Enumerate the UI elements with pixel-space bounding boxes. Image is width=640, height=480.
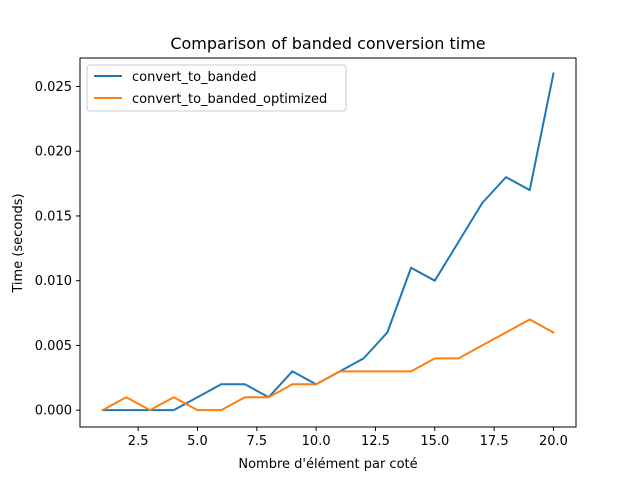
- legend-box: [86, 64, 347, 112]
- x-tick-label: 2.5: [128, 434, 149, 449]
- y-tick-label: 0.025: [35, 80, 72, 95]
- x-tick-label: 12.5: [361, 434, 390, 449]
- x-axis-ticks: 2.5 5.0 7.5 10.0 12.5 15.0 17.5 20.0: [128, 427, 568, 449]
- x-axis-label: Nombre d'élément par coté: [238, 457, 417, 472]
- series-layer: [101, 72, 555, 412]
- y-tick-label: 0.020: [35, 145, 72, 160]
- legend-label-convert-to-banded-optimized: convert_to_banded_optimized: [132, 92, 327, 107]
- legend: convert_to_banded convert_to_banded_opti…: [86, 64, 347, 112]
- legend-label-convert-to-banded: convert_to_banded: [132, 70, 256, 85]
- x-tick-label: 15.0: [420, 434, 449, 449]
- x-tick-label: 10.0: [302, 434, 331, 449]
- plot-frame: [79, 57, 577, 428]
- x-tick-label: 5.0: [187, 434, 208, 449]
- y-axis-label: Time (seconds): [11, 193, 26, 293]
- y-tick-label: 0.005: [35, 339, 72, 354]
- y-tick-label: 0.010: [35, 274, 72, 289]
- chart-title: Comparison of banded conversion time: [170, 34, 485, 53]
- y-tick-label: 0.015: [35, 209, 72, 224]
- y-tick-label: 0.000: [35, 404, 72, 419]
- series-line-convert-to-banded-optimized: [101, 318, 555, 412]
- x-tick-label: 7.5: [246, 434, 267, 449]
- x-tick-label: 20.0: [539, 434, 568, 449]
- x-tick-label: 17.5: [480, 434, 509, 449]
- y-axis-ticks: 0.000 0.005 0.010 0.015 0.020 0.025: [35, 80, 80, 419]
